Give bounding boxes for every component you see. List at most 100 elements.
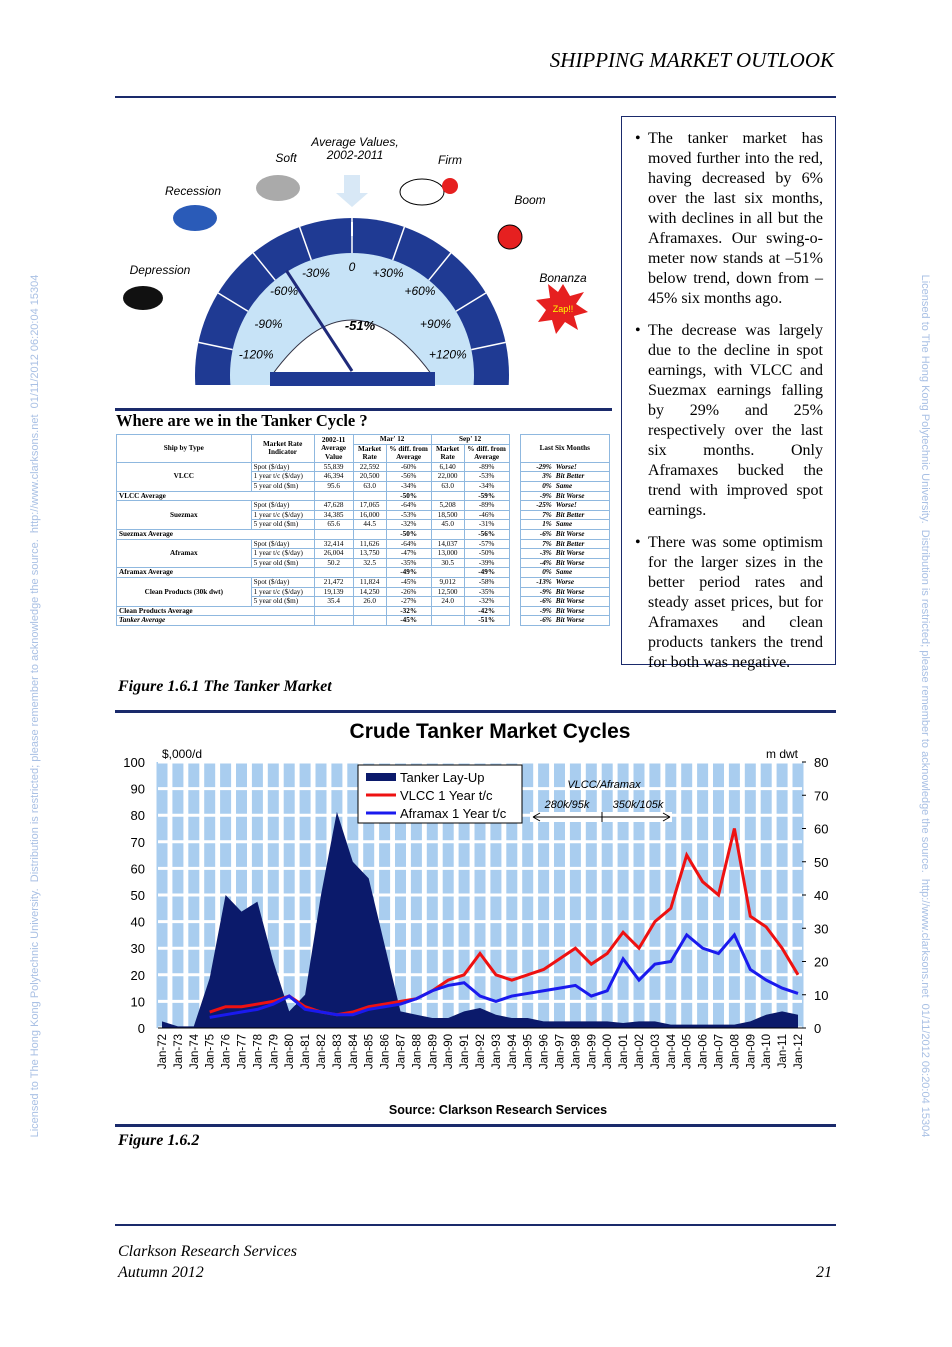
x-tick-label: Jan-08 xyxy=(729,1034,741,1069)
table-row: 5 year old ($m) 65.6 44.5 -32% 45.0 -31% 1% Sam… xyxy=(117,519,610,530)
scale-label: +60% xyxy=(404,284,435,298)
header-rule xyxy=(115,96,836,98)
legend-label: Aframax 1 Year t/c xyxy=(400,806,507,821)
x-tick-label: Jan-86 xyxy=(380,1034,392,1069)
th: Market Rate xyxy=(430,443,465,463)
y-axis-label: $,000/d xyxy=(162,747,202,761)
table-row: 5 year old ($m) 95.6 63.0 -34% 63.0 -34% 0% Sam… xyxy=(117,480,610,492)
table-row: 1 year t/c ($/day) 26,004 13,750 -47% 13,000… xyxy=(117,548,610,559)
scale-label: 0 xyxy=(349,260,356,274)
x-tick-label: Jan-11 xyxy=(777,1034,789,1068)
scale-tick xyxy=(217,292,249,312)
y-tick-label: 40 xyxy=(131,915,145,930)
figure-caption: Figure 1.6.1 The Tanker Market xyxy=(118,678,332,695)
tanker-table: Ship by Type Market Rate Indicator 2002-… xyxy=(116,434,611,626)
y-tick-label: 30 xyxy=(131,941,145,956)
th: Last Six Months xyxy=(519,434,611,463)
figure-caption: Figure 1.6.2 xyxy=(118,1132,200,1149)
scale-tick xyxy=(298,226,312,261)
th: Ship by Type xyxy=(116,434,252,463)
header-title: SHIPPING MARKET OUTLOOK xyxy=(549,48,834,72)
legend-label: VLCC 1 Year t/c xyxy=(400,788,493,803)
commentary-box: The tanker market has moved further into… xyxy=(621,116,836,671)
y2-tick-label: 20 xyxy=(814,955,828,970)
source: Source: Clarkson Research Services xyxy=(389,1103,607,1117)
table-row: VLCC Spot ($/day) 55,839 22,592 -60% 6,140 -89… xyxy=(116,461,610,492)
zone-label: Boom xyxy=(514,193,545,207)
scale-label: +90% xyxy=(420,317,451,331)
y2-tick-label: 70 xyxy=(814,788,828,803)
x-tick-label: Jan-77 xyxy=(237,1034,249,1069)
y-tick-label: 100 xyxy=(123,755,145,770)
needle xyxy=(285,269,354,372)
footer-line: Autumn 2012 xyxy=(118,1264,204,1281)
legend-label: Tanker Lay-Up xyxy=(400,770,485,785)
table-row: 1 year t/c ($/day) 34,385 16,000 -53% 18,500… xyxy=(117,509,610,521)
x-tick-label: Jan-84 xyxy=(348,1033,360,1069)
legend-swatch xyxy=(366,773,396,781)
x-tick-label: Jan-74 xyxy=(189,1033,201,1069)
average-row: Clean Products Average -32% -42% -9% Bit Wor… xyxy=(116,605,610,617)
average-label: 2002-2011 xyxy=(326,148,384,162)
x-tick-label: Jan-95 xyxy=(523,1034,535,1069)
x-tick-label: Jan-00 xyxy=(602,1034,614,1069)
th: % diff. from Average xyxy=(463,443,510,463)
zone-label: Bonanza xyxy=(539,271,587,285)
y-tick-label: 0 xyxy=(138,1021,145,1036)
page-number: 21 xyxy=(816,1264,832,1281)
needle-label: -51% xyxy=(345,318,376,333)
x-tick-label: Jan-05 xyxy=(682,1034,694,1069)
x-tick-label: Jan-04 xyxy=(666,1033,678,1069)
bullet-text: There was some optimism for the larger s… xyxy=(635,533,823,673)
zone-label: Recession xyxy=(165,184,221,198)
y2-tick-label: 40 xyxy=(814,888,828,903)
y-tick-label: 90 xyxy=(131,782,145,797)
scale-label: +30% xyxy=(373,266,404,280)
annotation: 280k/95k xyxy=(544,799,590,811)
th: 2002-11 Average Value xyxy=(313,434,354,463)
x-tick-label: Jan-92 xyxy=(475,1034,487,1069)
chart-rule-top xyxy=(115,710,836,713)
gauge: Depression Recession Soft Firm Boom Bonanza Av… xyxy=(123,135,588,386)
scale-tick xyxy=(198,341,233,351)
x-tick-label: Jan-06 xyxy=(698,1034,710,1069)
average-label: Average Values, xyxy=(310,135,398,149)
x-tick-label: Jan-09 xyxy=(745,1034,757,1069)
x-tick-label: Jan-91 xyxy=(459,1034,471,1069)
y2-tick-label: 60 xyxy=(814,822,828,837)
table-cell: VLCC xyxy=(116,461,252,492)
table-cell: Aframax xyxy=(116,538,252,569)
footer-line: Clarkson Research Services xyxy=(118,1243,297,1260)
scale-tick xyxy=(252,252,276,281)
scale-tick xyxy=(392,226,406,261)
total-row: Tanker Average -45% -51% -6% Bit Worse xyxy=(116,615,610,626)
zap-label: Zap!! xyxy=(553,304,574,314)
average-row: Aframax Average -49% -49% 0% Same xyxy=(116,567,610,578)
y-tick-label: 80 xyxy=(131,808,145,823)
y-tick-label: 10 xyxy=(131,994,145,1009)
x-tick-label: Jan-96 xyxy=(539,1034,551,1069)
x-tick-label: Jan-89 xyxy=(427,1034,439,1069)
x-tick-label: Jan-12 xyxy=(793,1034,805,1069)
x-tick-label: Jan-82 xyxy=(316,1034,328,1069)
x-tick-label: Jan-97 xyxy=(555,1034,567,1069)
scale-tick xyxy=(471,341,506,351)
y2-tick-label: 10 xyxy=(814,988,828,1003)
scale-label: -60% xyxy=(270,284,298,298)
scale-tick xyxy=(428,252,452,281)
x-tick-label: Jan-87 xyxy=(396,1034,408,1069)
x-tick-label: Jan-10 xyxy=(761,1034,773,1069)
x-tick-label: Jan-88 xyxy=(411,1034,423,1069)
scale-label: -120% xyxy=(239,348,274,362)
x-tick-label: Jan-01 xyxy=(618,1034,630,1069)
chart-rule-bottom xyxy=(115,1124,836,1127)
x-tick-label: Jan-07 xyxy=(714,1034,726,1069)
table-title: Where are we in the Tanker Cycle ? xyxy=(116,411,368,430)
x-tick-label: Jan-80 xyxy=(284,1034,296,1069)
y-tick-label: 20 xyxy=(131,968,145,983)
x-tick-label: Jan-78 xyxy=(252,1034,264,1069)
x-tick-label: Jan-90 xyxy=(443,1034,455,1069)
y2-tick-label: 0 xyxy=(814,1021,821,1036)
table-cell: Bit Worse xyxy=(553,615,610,626)
